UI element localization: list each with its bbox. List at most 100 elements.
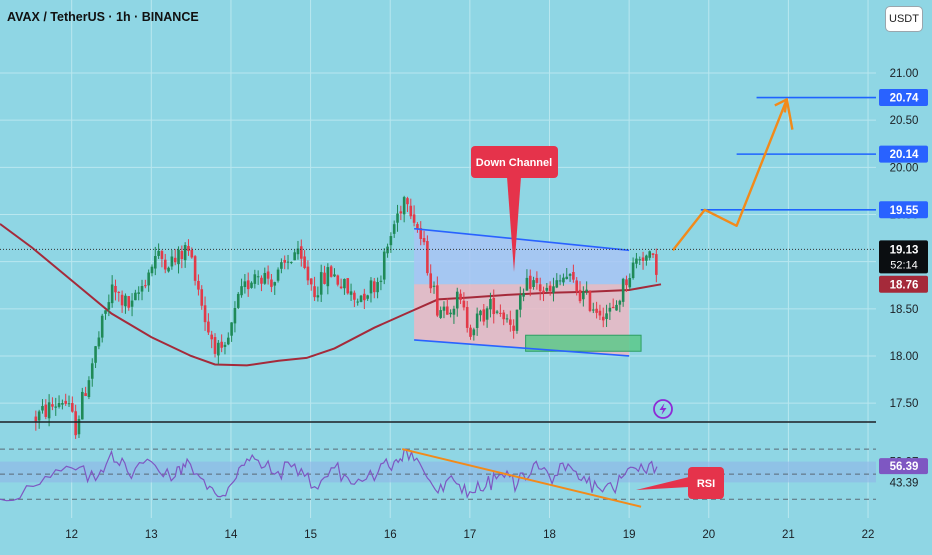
candle[interactable] [635, 252, 638, 269]
candle[interactable] [572, 264, 575, 283]
candle[interactable] [153, 246, 157, 276]
candle[interactable] [67, 395, 71, 408]
candle[interactable] [147, 269, 150, 292]
candle[interactable] [260, 275, 263, 292]
candle[interactable] [591, 302, 595, 314]
candle[interactable] [114, 279, 117, 301]
candle[interactable] [207, 313, 210, 336]
candle[interactable] [462, 292, 466, 311]
candle[interactable] [641, 251, 645, 270]
candle[interactable] [595, 301, 598, 319]
candle[interactable] [336, 274, 340, 287]
candle[interactable] [329, 264, 333, 278]
candle[interactable] [200, 285, 204, 310]
candle[interactable] [107, 294, 111, 317]
candle[interactable] [210, 330, 213, 349]
candle[interactable] [137, 286, 140, 301]
candle[interactable] [412, 205, 416, 227]
rsi-divergence-trendline[interactable] [401, 448, 642, 508]
candle[interactable] [71, 396, 74, 413]
candle[interactable] [97, 331, 101, 350]
currency-button[interactable]: USDT [885, 6, 923, 32]
candle[interactable] [518, 286, 522, 318]
candles-layer[interactable] [34, 195, 658, 439]
candle[interactable] [522, 288, 525, 302]
candle[interactable] [585, 281, 588, 295]
candle[interactable] [313, 276, 316, 301]
candle[interactable] [217, 340, 220, 365]
candle[interactable] [469, 324, 472, 340]
candle[interactable] [333, 268, 336, 278]
candle[interactable] [306, 260, 310, 286]
candle[interactable] [618, 299, 622, 313]
candle[interactable] [562, 273, 565, 286]
candle[interactable] [565, 268, 569, 280]
candle[interactable] [47, 394, 51, 427]
candle[interactable] [406, 196, 409, 213]
candle[interactable] [117, 291, 121, 302]
candle[interactable] [90, 358, 94, 387]
candle[interactable] [226, 332, 230, 346]
lightning-icon[interactable] [659, 403, 667, 415]
candle[interactable] [505, 314, 509, 323]
candle[interactable] [104, 310, 107, 320]
candle[interactable] [100, 313, 104, 343]
candle[interactable] [273, 281, 277, 295]
candle[interactable] [528, 269, 532, 297]
candle[interactable] [290, 261, 293, 265]
lightning-icon-ring[interactable] [653, 399, 673, 419]
candle[interactable] [445, 298, 449, 315]
candle[interactable] [51, 397, 54, 411]
candle[interactable] [509, 310, 512, 332]
candle[interactable] [280, 258, 283, 274]
candle[interactable] [233, 301, 237, 333]
candle[interactable] [316, 286, 320, 302]
candle[interactable] [442, 301, 446, 319]
candle[interactable] [548, 281, 552, 296]
candle[interactable] [611, 298, 615, 309]
candle[interactable] [492, 289, 496, 324]
candle[interactable] [552, 277, 555, 302]
candle[interactable] [346, 277, 350, 295]
candle[interactable] [276, 267, 280, 283]
candle[interactable] [286, 254, 290, 270]
candle[interactable] [651, 253, 655, 258]
candle[interactable] [299, 239, 303, 267]
candle[interactable] [422, 230, 426, 246]
candle[interactable] [134, 289, 137, 301]
candle[interactable] [157, 243, 160, 259]
candle[interactable] [479, 309, 482, 322]
candle[interactable] [253, 269, 257, 289]
candle[interactable] [180, 245, 184, 269]
candle[interactable] [246, 272, 250, 297]
candle[interactable] [170, 249, 174, 270]
candle[interactable] [465, 301, 469, 333]
candle[interactable] [173, 249, 177, 266]
candle[interactable] [512, 319, 515, 339]
candle[interactable] [499, 304, 502, 317]
candle[interactable] [601, 307, 605, 328]
candle[interactable] [542, 286, 545, 302]
candle[interactable] [120, 290, 124, 313]
candle[interactable] [250, 281, 253, 289]
candle[interactable] [167, 266, 170, 273]
candle[interactable] [110, 275, 114, 308]
candle[interactable] [615, 300, 618, 311]
candle[interactable] [628, 273, 632, 290]
candle[interactable] [429, 264, 432, 294]
candle[interactable] [558, 274, 562, 286]
candle[interactable] [538, 277, 542, 301]
candle[interactable] [296, 240, 300, 260]
candle[interactable] [436, 276, 439, 318]
candle[interactable] [416, 222, 419, 233]
candle[interactable] [382, 248, 386, 285]
candle[interactable] [482, 303, 486, 326]
candle[interactable] [485, 306, 489, 328]
candle[interactable] [452, 305, 456, 324]
candle[interactable] [130, 293, 134, 317]
candle[interactable] [187, 239, 190, 256]
candle[interactable] [243, 274, 247, 294]
candle[interactable] [54, 397, 58, 416]
candle[interactable] [631, 257, 635, 280]
candle[interactable] [230, 322, 233, 342]
